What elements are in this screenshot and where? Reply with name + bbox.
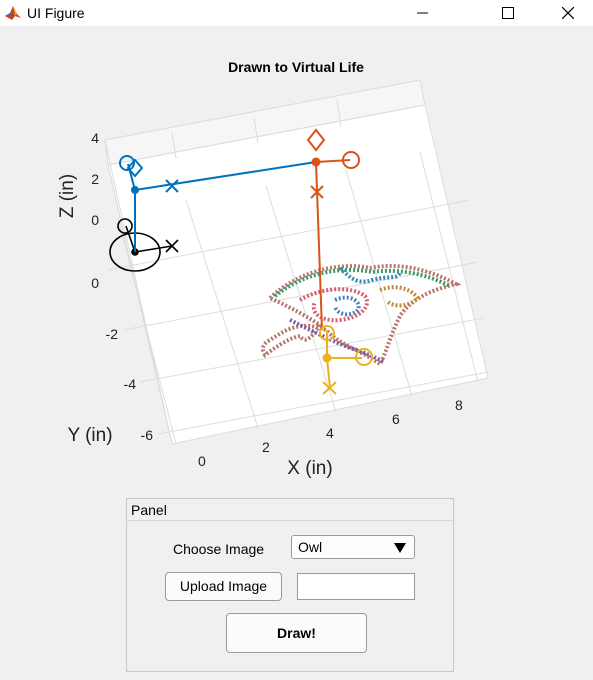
z-tick-label: 0: [91, 212, 99, 228]
y-tick-label: -6: [141, 427, 154, 443]
owl-drawing: [261, 264, 462, 367]
upload-path-field[interactable]: [297, 573, 415, 600]
frame-yellow: [319, 325, 373, 395]
x-axis-label: X (in): [287, 458, 332, 479]
y-tick-label: 0: [91, 275, 99, 291]
y-tick-label: -2: [106, 326, 119, 342]
x-tick-labels: 0 2 4 6 8: [198, 397, 463, 469]
z-axis-label: Z (in): [57, 174, 78, 218]
title-bar: UI Figure: [0, 0, 593, 26]
frame-blue: [119, 155, 317, 252]
panel-title: Panel: [131, 502, 167, 518]
close-icon: [562, 7, 574, 19]
window-title: UI Figure: [27, 5, 85, 21]
minimize-icon: [417, 12, 428, 14]
z-tick-label: 2: [91, 171, 99, 187]
matlab-logo-icon: [4, 4, 22, 22]
x-tick-label: 0: [198, 453, 206, 469]
panel-divider: [127, 520, 453, 521]
close-button[interactable]: [545, 0, 591, 26]
x-tick-label: 6: [392, 411, 400, 427]
z-tick-label: 4: [91, 130, 99, 146]
choose-image-label: Choose Image: [173, 541, 265, 557]
control-panel: Panel Choose Image Owl Upload Image Draw…: [126, 498, 454, 672]
maximize-button[interactable]: [485, 0, 531, 26]
draw-button[interactable]: Draw!: [226, 613, 367, 653]
plot-title: Drawn to Virtual Life: [228, 59, 364, 75]
frame-orange: [306, 128, 360, 331]
upload-image-button[interactable]: Upload Image: [165, 572, 282, 601]
x-tick-label: 2: [262, 439, 270, 455]
dropdown-selected-value: Owl: [298, 539, 323, 555]
image-dropdown[interactable]: Owl: [291, 535, 415, 559]
dropdown-arrow-icon: [394, 543, 406, 553]
maximize-icon: [502, 7, 514, 19]
y-tick-label: -4: [124, 376, 137, 392]
x-tick-label: 4: [326, 425, 334, 441]
y-axis-label: Y (in): [67, 425, 112, 446]
y-tick-labels: 0 -2 -4 -6: [91, 275, 153, 443]
z-tick-labels: 4 2 0: [91, 130, 99, 228]
minimize-button[interactable]: [400, 0, 446, 26]
axes-grid: [104, 79, 489, 445]
plot-3d-axes[interactable]: Drawn to Virtual Life 0 2 4 6 8 0: [0, 26, 593, 496]
x-tick-label: 8: [455, 397, 463, 413]
